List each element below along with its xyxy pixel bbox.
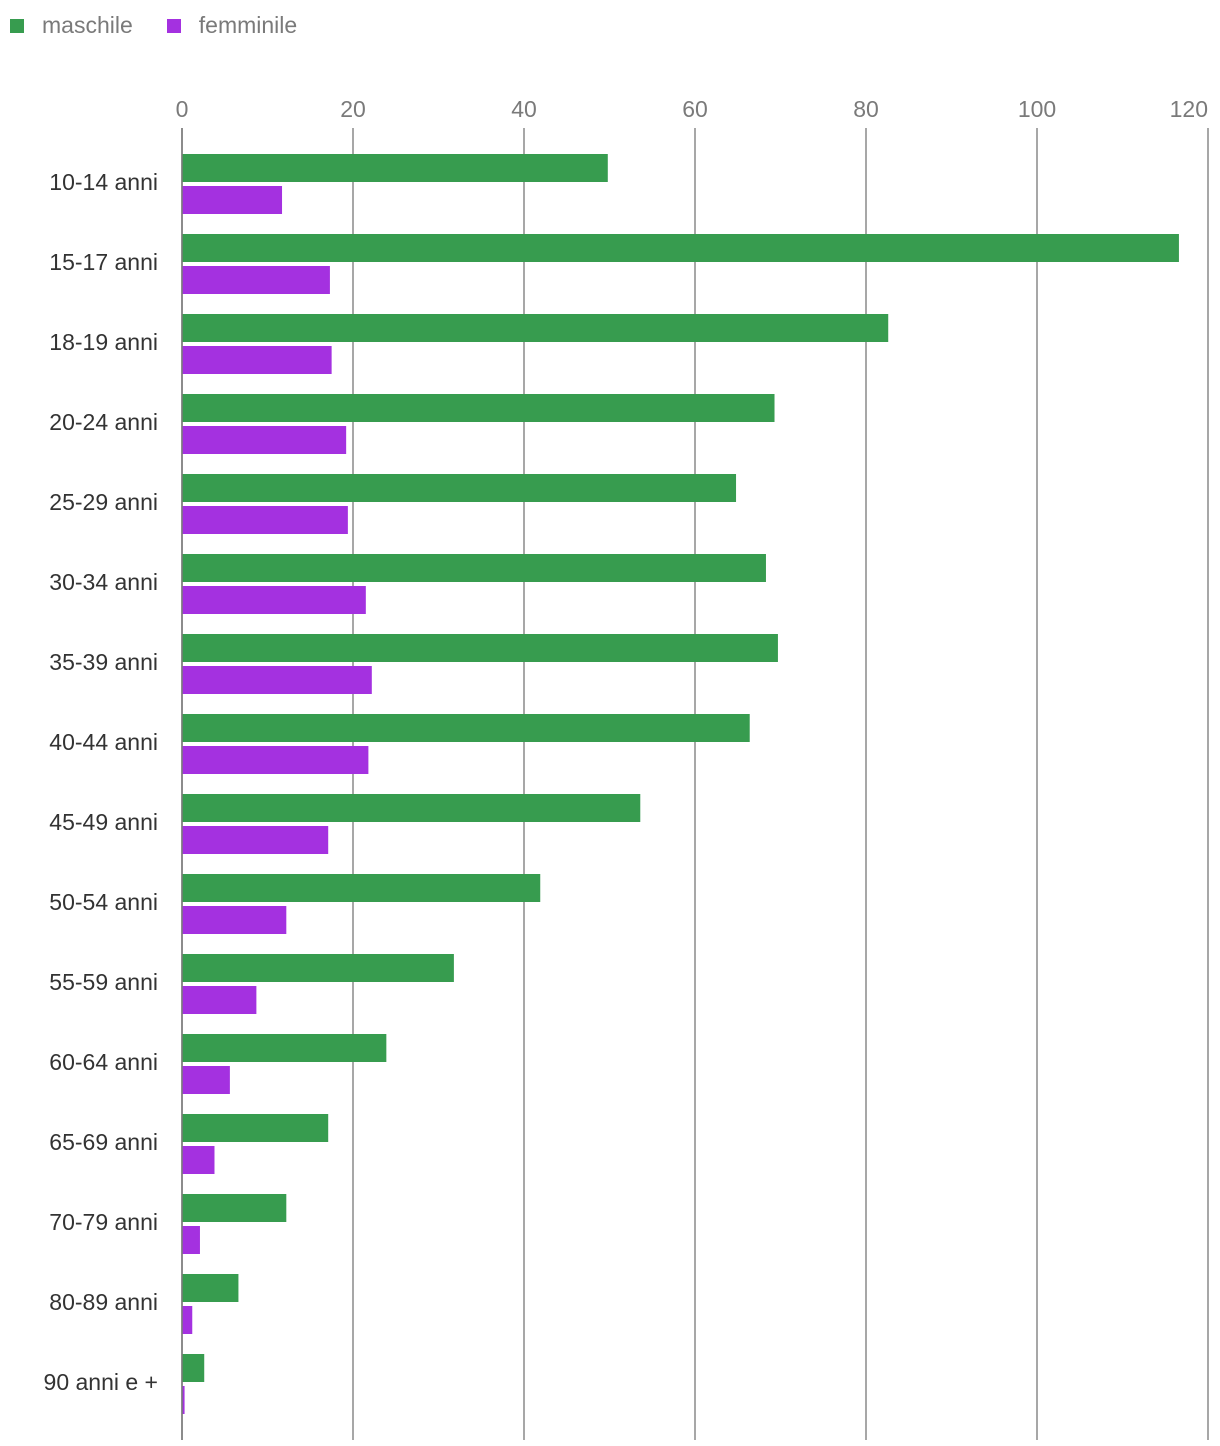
bar-femminile-13[interactable] <box>182 1226 200 1254</box>
bar-femminile-7[interactable] <box>182 746 369 774</box>
bar-maschile-3[interactable] <box>182 394 775 422</box>
y-category-label: 15-17 anni <box>49 249 158 275</box>
y-axis-labels: 10-14 anni 15-17 anni 18-19 anni 20-24 anni… <box>44 128 183 1440</box>
bar-femminile-6[interactable] <box>182 666 372 694</box>
x-tick-label: 100 <box>1018 96 1056 122</box>
y-category-label: 55-59 anni <box>49 969 158 995</box>
x-tick-label: 20 <box>340 96 366 122</box>
bar-femminile-9[interactable] <box>182 906 287 934</box>
bar-maschile-7[interactable] <box>182 714 750 742</box>
legend-swatch-maschile <box>10 18 24 33</box>
bar-maschile-12[interactable] <box>182 1114 329 1142</box>
x-tick-label: 120 <box>1170 96 1208 122</box>
y-category-label: 18-19 anni <box>49 329 158 355</box>
bar-femminile-4[interactable] <box>182 506 348 534</box>
bar-femminile-12[interactable] <box>182 1146 215 1174</box>
y-category-label: 25-29 anni <box>49 489 158 515</box>
x-tick-label: 40 <box>511 96 537 122</box>
bar-maschile-8[interactable] <box>182 794 641 822</box>
bar-maschile-15[interactable] <box>182 1354 205 1382</box>
y-category-label: 65-69 anni <box>49 1129 158 1155</box>
bar-femminile-0[interactable] <box>182 186 283 214</box>
bar-maschile-14[interactable] <box>182 1274 239 1302</box>
bar-maschile-5[interactable] <box>182 554 766 582</box>
bar-maschile-6[interactable] <box>182 634 778 662</box>
legend-label-femminile: femminile <box>198 12 298 38</box>
y-category-label: 10-14 anni <box>49 169 158 195</box>
y-category-label: 20-24 anni <box>49 409 158 435</box>
y-category-label: 90 anni e + <box>44 1369 158 1395</box>
y-category-label: 30-34 anni <box>49 569 158 595</box>
x-tick-label: 0 <box>176 96 189 122</box>
y-category-label: 45-49 anni <box>49 809 158 835</box>
bar-femminile-5[interactable] <box>182 586 366 614</box>
y-category-label: 35-39 anni <box>49 649 158 675</box>
bar-maschile-0[interactable] <box>182 154 608 182</box>
legend-swatch-femminile <box>166 18 181 33</box>
bar-femminile-2[interactable] <box>182 346 332 374</box>
bar-maschile-4[interactable] <box>182 474 737 502</box>
y-category-label: 40-44 anni <box>49 729 158 755</box>
y-category-label: 60-64 anni <box>49 1049 158 1075</box>
legend: maschile femminile <box>10 12 331 39</box>
bar-femminile-3[interactable] <box>182 426 347 454</box>
x-tick-label: 80 <box>853 96 879 122</box>
bar-femminile-15[interactable] <box>182 1386 185 1414</box>
bar-femminile-14[interactable] <box>182 1306 193 1334</box>
bar-femminile-10[interactable] <box>182 986 257 1014</box>
legend-label-maschile: maschile <box>42 12 133 38</box>
x-tick-label: 60 <box>682 96 708 122</box>
bar-femminile-11[interactable] <box>182 1066 230 1094</box>
bar-femminile-8[interactable] <box>182 826 329 854</box>
y-category-label: 80-89 anni <box>49 1289 158 1315</box>
x-axis-ticks: 0 20 40 60 80 100 120 <box>176 96 1208 122</box>
bars <box>182 154 1179 1414</box>
y-category-label: 70-79 anni <box>49 1209 158 1235</box>
bar-femminile-1[interactable] <box>182 266 330 294</box>
y-category-label: 50-54 anni <box>49 889 158 915</box>
bar-maschile-10[interactable] <box>182 954 454 982</box>
bar-maschile-13[interactable] <box>182 1194 287 1222</box>
legend-item-femminile[interactable]: femminile <box>166 12 298 39</box>
bar-maschile-9[interactable] <box>182 874 541 902</box>
bar-maschile-1[interactable] <box>182 234 1179 262</box>
bar-maschile-2[interactable] <box>182 314 889 342</box>
legend-item-maschile[interactable]: maschile <box>10 12 133 39</box>
bar-maschile-11[interactable] <box>182 1034 387 1062</box>
